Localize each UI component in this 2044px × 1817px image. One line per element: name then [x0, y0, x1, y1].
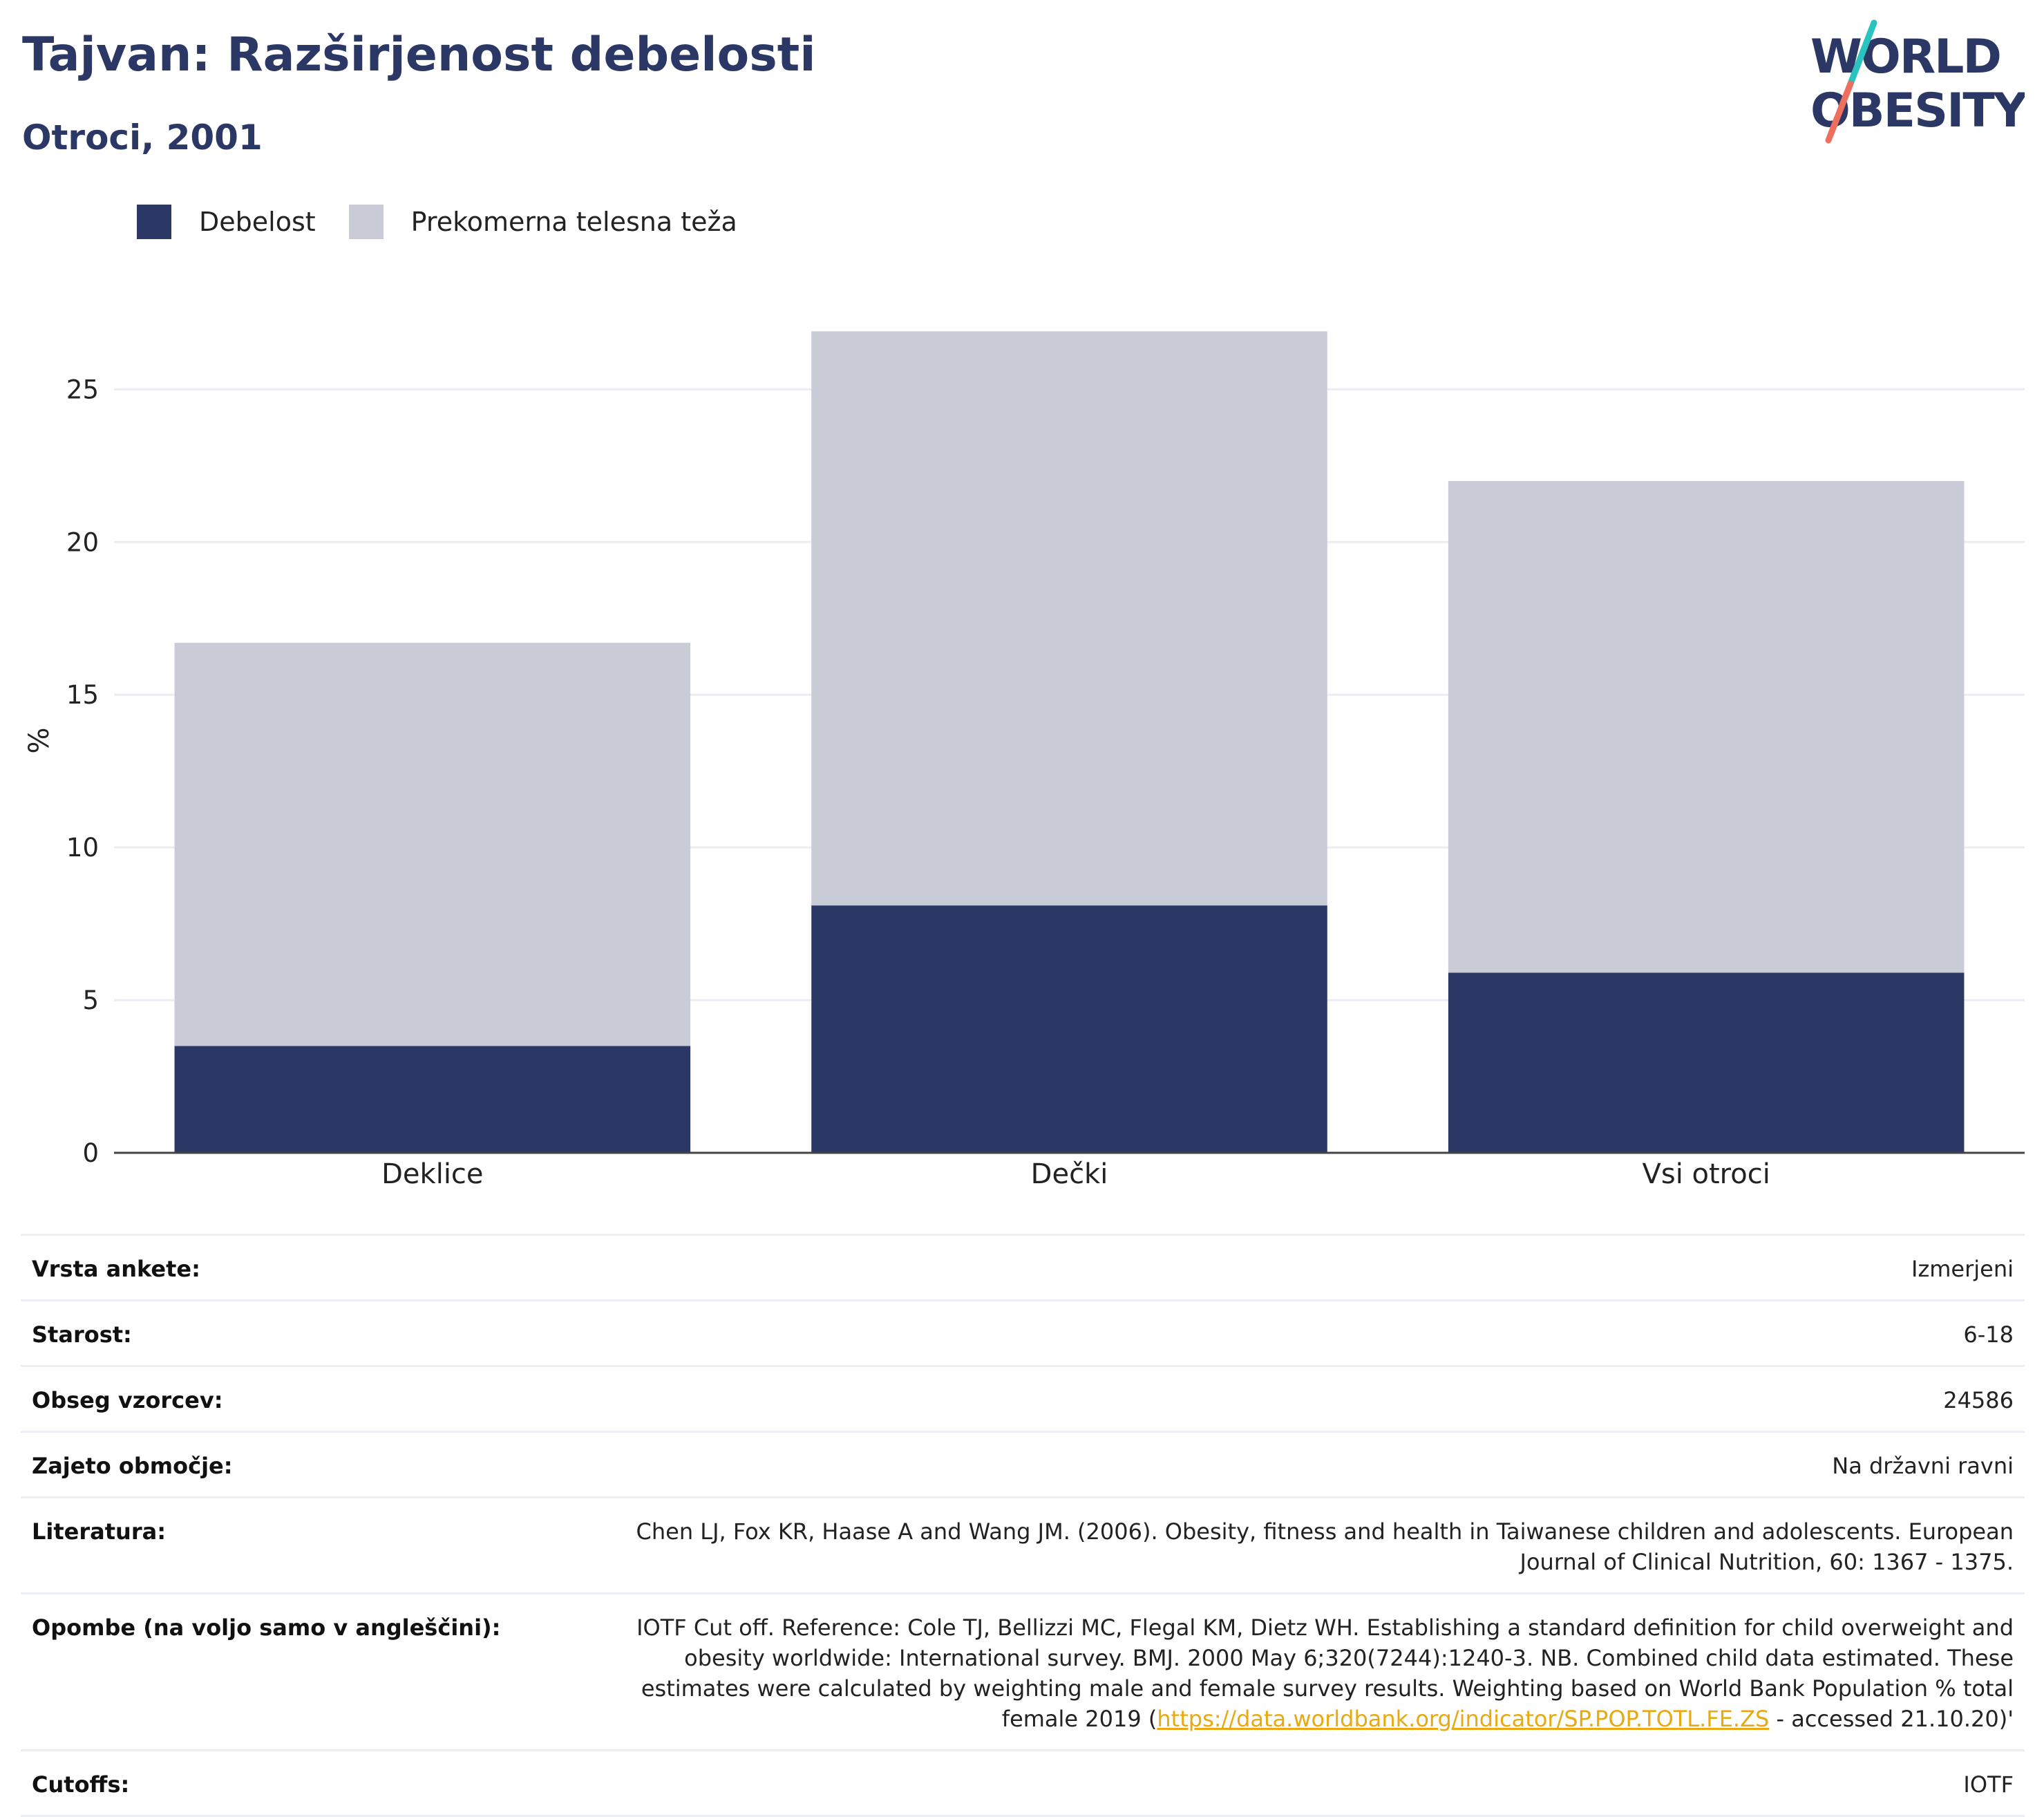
- info-label: Vrsta ankete:: [32, 1256, 200, 1282]
- y-axis-label: %: [23, 727, 55, 753]
- chart-legend: Debelost Prekomerna telesna teža: [137, 205, 770, 239]
- legend-item-obesity[interactable]: Debelost: [137, 205, 316, 239]
- notes-text: IOTF Cut off. Reference: Cole TJ, Belliz…: [636, 1614, 2014, 1732]
- info-row-survey-type: Vrsta ankete: Izmerjeni: [21, 1234, 2025, 1301]
- info-value: Izmerjeni: [1911, 1256, 2014, 1282]
- info-label: Starost:: [32, 1321, 132, 1348]
- info-value: 24586: [1943, 1387, 2014, 1413]
- x-tick-label: Deklice: [381, 1158, 483, 1190]
- chart-title: Tajvan: Razširjenost debelosti: [22, 28, 816, 82]
- legend-swatch-obesity: [137, 205, 171, 239]
- info-row-literature: Literatura: Chen LJ, Fox KR, Haase A and…: [21, 1497, 2025, 1594]
- info-row-area: Zajeto območje: Na državni ravni: [21, 1431, 2025, 1498]
- svg-text:WORLD: WORLD: [1810, 30, 2000, 84]
- legend-swatch-overweight: [348, 205, 384, 239]
- bar-obesity: [174, 1046, 691, 1153]
- info-value: 6-18: [1963, 1321, 2014, 1348]
- stacked-bar-chart: 0 5 10 15 20 25% Deklice Dečki Vsi otroci: [23, 331, 2025, 1190]
- worldbank-link[interactable]: https://data.worldbank.org/indicator/SP.…: [1157, 1706, 1770, 1732]
- y-tick-label: 0: [82, 1138, 99, 1168]
- info-label: Obseg vzorcev:: [32, 1387, 223, 1413]
- legend-label-overweight: Prekomerna telesna teža: [410, 207, 737, 237]
- y-tick-label: 20: [66, 527, 99, 557]
- notes-text-after: - accessed 21.10.20)': [1769, 1706, 2014, 1732]
- info-value: IOTF: [1963, 1771, 2014, 1798]
- info-value: Chen LJ, Fox KR, Haase A and Wang JM. (2…: [636, 1518, 2014, 1575]
- chart-subtitle: Otroci, 2001: [22, 117, 263, 158]
- x-tick-label: Dečki: [1031, 1158, 1108, 1190]
- y-tick-label: 25: [66, 375, 99, 404]
- info-value: Na državni ravni: [1832, 1453, 2014, 1479]
- info-row-sample-size: Obseg vzorcev: 24586: [21, 1366, 2025, 1432]
- info-label: Opombe (na voljo samo v angleščini):: [32, 1614, 501, 1641]
- info-label: Literatura:: [32, 1518, 166, 1545]
- bar-overweight: [811, 331, 1327, 906]
- bar-obesity: [811, 905, 1327, 1153]
- info-row-notes: Opombe (na voljo samo v angleščini): IOT…: [21, 1593, 2025, 1751]
- info-value: IOTF Cut off. Reference: Cole TJ, Belliz…: [568, 1594, 2025, 1751]
- world-obesity-logo: WORLD OBESITY: [1810, 19, 2025, 144]
- legend-item-overweight[interactable]: Prekomerna telesna teža: [348, 205, 737, 239]
- y-tick-label: 10: [66, 833, 99, 863]
- bar-overweight: [174, 643, 691, 1046]
- survey-info-table: Vrsta ankete: Izmerjeni Starost: 6-18 Ob…: [21, 1234, 2025, 1817]
- info-row-age: Starost: 6-18: [21, 1300, 2025, 1366]
- x-tick-label: Vsi otroci: [1642, 1158, 1770, 1190]
- legend-label-obesity: Debelost: [199, 207, 316, 237]
- y-tick-label: 15: [66, 680, 99, 710]
- info-label: Cutoffs:: [32, 1771, 130, 1798]
- info-label: Zajeto območje:: [32, 1453, 233, 1479]
- bar-obesity: [1448, 972, 1965, 1153]
- y-tick-label: 5: [82, 986, 99, 1015]
- bar-overweight: [1448, 480, 1965, 973]
- info-row-cutoffs: Cutoffs: IOTF: [21, 1750, 2025, 1816]
